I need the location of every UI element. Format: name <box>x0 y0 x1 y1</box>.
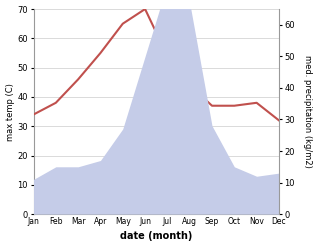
Y-axis label: max temp (C): max temp (C) <box>5 83 15 141</box>
Y-axis label: med. precipitation (kg/m2): med. precipitation (kg/m2) <box>303 55 313 168</box>
X-axis label: date (month): date (month) <box>120 231 192 242</box>
